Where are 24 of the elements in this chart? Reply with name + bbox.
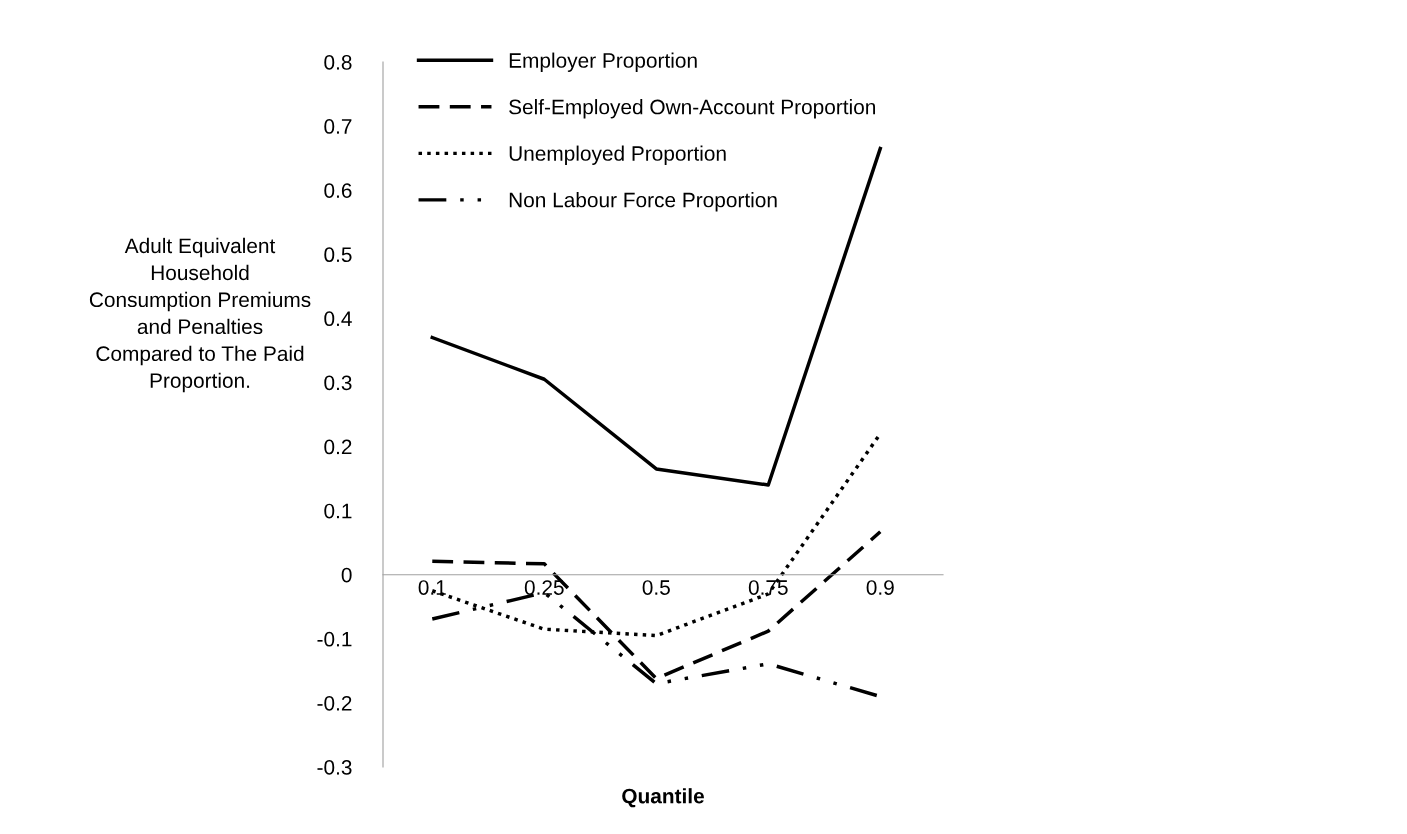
y-tick-label: 0.7 <box>324 119 352 134</box>
y-tick-label: -0.2 <box>317 695 352 711</box>
x-tick-label: 0.1 <box>418 580 446 595</box>
x-axis-title: Quantile <box>622 788 704 808</box>
x-tick-label: 0.5 <box>642 580 670 595</box>
y-tick-label: 0 <box>341 567 352 583</box>
x-tick-label: 0.75 <box>748 580 788 595</box>
y-tick-label: 0.6 <box>324 183 352 198</box>
y-tick-label: 0.2 <box>324 439 352 455</box>
x-tick-label: 0.9 <box>866 580 894 595</box>
x-tick-label: 0.25 <box>524 580 564 595</box>
y-tick-label: 0.1 <box>324 503 352 519</box>
legend-label: Unemployed Proportion <box>509 145 726 165</box>
y-tick-label: 0.3 <box>324 375 352 391</box>
legend-label: Non Labour Force Proportion <box>509 192 777 212</box>
legend-label: Self-Employed Own-Account Proportion <box>509 99 876 119</box>
y-tick-label: 0.5 <box>324 247 352 263</box>
y-tick-label: 0.8 <box>324 55 352 70</box>
y-tick-label: -0.1 <box>317 631 352 647</box>
line-series <box>430 146 883 487</box>
legend-label: Employer Proportion <box>509 52 697 72</box>
y-axis-title: Adult Equivalent Household Consumption Premiums and Penalties Compared to The Paid Proportion. <box>89 237 311 393</box>
y-tick-label: 0.4 <box>324 311 352 327</box>
y-tick-label: -0.3 <box>317 760 352 775</box>
